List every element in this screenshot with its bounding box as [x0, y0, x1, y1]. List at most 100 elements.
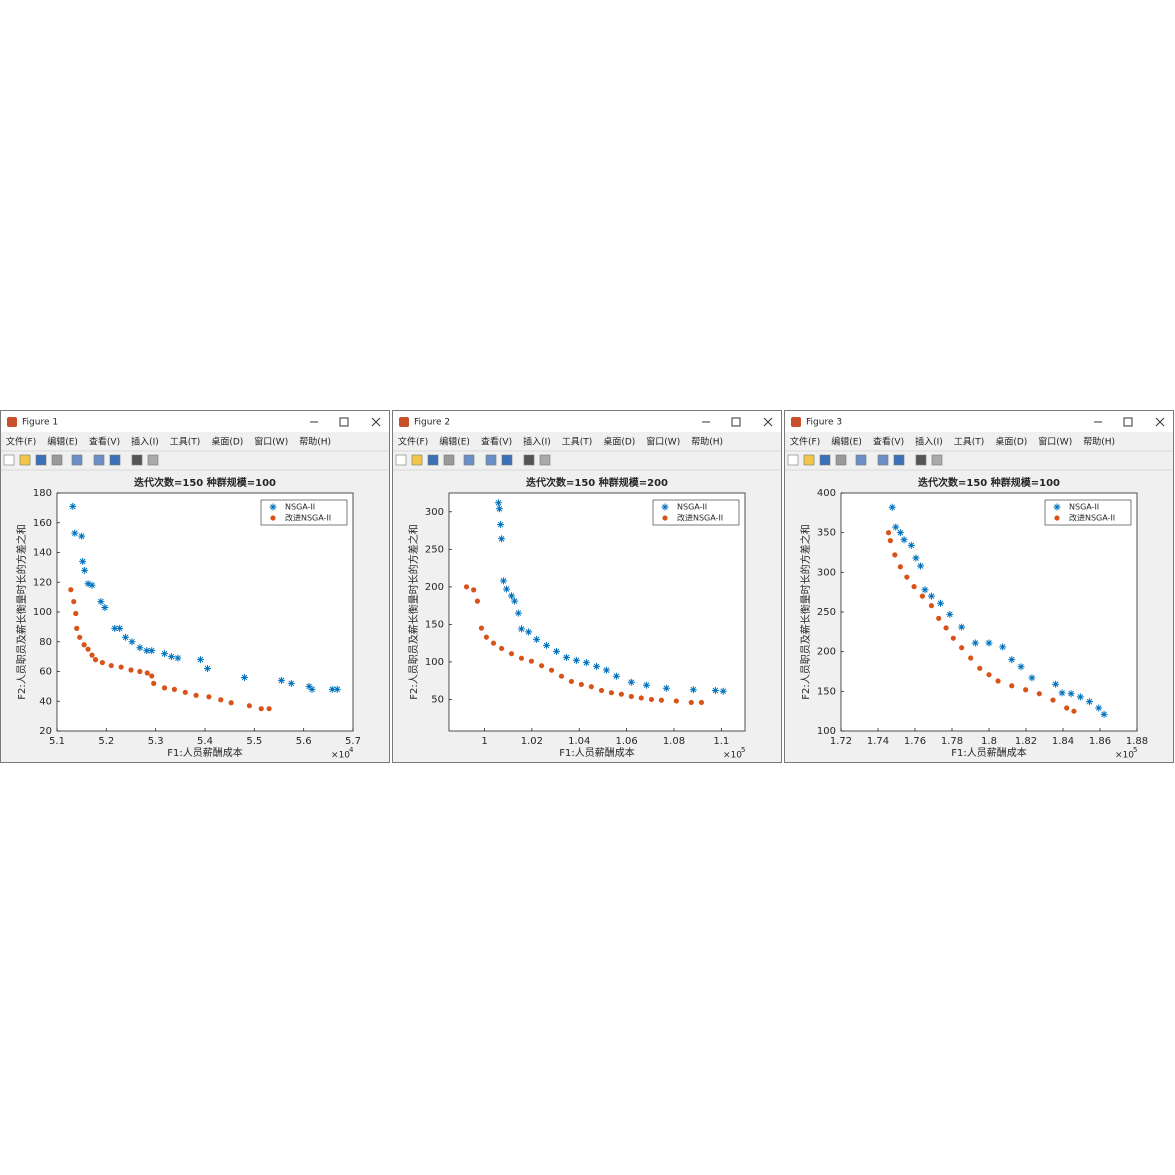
maximize-button[interactable]	[1123, 417, 1133, 427]
toolbar-button[interactable]	[131, 454, 143, 466]
x-axis-label: F1:人员薪酬成本	[167, 746, 242, 759]
menu-item[interactable]: 工具(T)	[562, 437, 593, 448]
data-point	[572, 656, 580, 664]
menu-item[interactable]: 文件(F)	[398, 436, 428, 448]
menu-item[interactable]: 文件(F)	[790, 436, 820, 448]
title-bar	[785, 411, 1173, 432]
data-point	[79, 557, 87, 565]
toolbar-button[interactable]	[35, 454, 47, 466]
data-point	[921, 586, 929, 594]
toolbar-button[interactable]	[411, 454, 423, 466]
maximize-button[interactable]	[339, 417, 349, 427]
toolbar-button[interactable]	[93, 454, 105, 466]
data-point	[598, 687, 605, 694]
data-point	[116, 624, 124, 632]
data-point	[81, 642, 87, 648]
menu-item[interactable]: 查看(V)	[89, 436, 120, 448]
toolbar-button[interactable]	[915, 454, 927, 466]
data-point	[553, 647, 561, 655]
toolbar-button[interactable]	[463, 454, 475, 466]
toolbar-button[interactable]	[855, 454, 867, 466]
data-point	[463, 584, 470, 590]
maximize-button[interactable]	[731, 417, 741, 427]
toolbar-button[interactable]	[19, 454, 31, 466]
menu-item[interactable]: 窗口(W)	[646, 436, 680, 448]
toolbar-button[interactable]	[71, 454, 83, 466]
menu-item[interactable]: 文件(F)	[6, 436, 36, 448]
toolbar-button[interactable]	[427, 454, 439, 466]
x-tick-label: 5.4	[197, 736, 213, 747]
data-point	[1095, 704, 1103, 712]
data-point	[1009, 683, 1015, 689]
data-point	[68, 587, 74, 593]
data-point	[193, 692, 199, 698]
toolbar-button[interactable]	[485, 454, 497, 466]
toolbar-button[interactable]	[3, 454, 15, 466]
data-point	[85, 646, 91, 652]
toolbar-button[interactable]	[501, 454, 513, 466]
toolbar-button[interactable]	[109, 454, 121, 466]
data-point	[1036, 691, 1042, 697]
menu-item[interactable]: 桌面(D)	[995, 436, 1027, 448]
data-point	[612, 672, 620, 680]
toolbar-button[interactable]	[803, 454, 815, 466]
menu-item[interactable]: 编辑(E)	[47, 436, 78, 448]
x-tick-label: 1.72	[830, 736, 852, 747]
toolbar-button[interactable]	[523, 454, 535, 466]
toolbar-button[interactable]	[877, 454, 889, 466]
data-point	[287, 679, 295, 687]
menu-item[interactable]: 插入(I)	[915, 436, 943, 448]
menu-item[interactable]: 编辑(E)	[831, 436, 862, 448]
data-point	[137, 668, 143, 675]
menu-item[interactable]: 插入(I)	[131, 436, 159, 448]
x-exponent-base: ×10	[331, 751, 350, 761]
menu-item[interactable]: 查看(V)	[873, 436, 904, 448]
toolbar-button[interactable]	[395, 454, 407, 466]
toolbar-button[interactable]	[835, 454, 847, 466]
menu-item[interactable]: 工具(T)	[954, 437, 985, 448]
toolbar-button[interactable]	[147, 454, 159, 466]
data-point	[608, 690, 615, 696]
menu-item[interactable]: 编辑(E)	[439, 436, 470, 448]
close-button[interactable]	[1155, 417, 1165, 427]
data-point	[562, 653, 570, 661]
data-point	[99, 659, 105, 666]
y-tick-label: 100	[425, 657, 444, 668]
data-point	[73, 610, 79, 617]
toolbar-button[interactable]	[819, 454, 831, 466]
menu-item[interactable]: 窗口(W)	[254, 436, 288, 448]
menu-item[interactable]: 帮助(H)	[299, 436, 331, 448]
data-point	[950, 635, 956, 641]
data-point	[483, 634, 490, 640]
x-exponent-base: ×10	[723, 751, 742, 761]
data-point	[1076, 693, 1084, 701]
menu-item[interactable]: 窗口(W)	[1038, 436, 1072, 448]
data-point	[494, 499, 502, 507]
toolbar-button[interactable]	[787, 454, 799, 466]
data-point	[308, 685, 316, 693]
menu-item[interactable]: 帮助(H)	[1083, 436, 1115, 448]
menu-item[interactable]: 插入(I)	[523, 436, 551, 448]
data-point	[995, 678, 1001, 684]
toolbar-button[interactable]	[539, 454, 551, 466]
data-point	[528, 658, 535, 664]
data-point	[642, 681, 650, 689]
data-point	[503, 585, 511, 593]
toolbar-button[interactable]	[931, 454, 943, 466]
close-button[interactable]	[371, 417, 381, 427]
app-icon	[399, 417, 409, 427]
x-tick-label: 5.6	[296, 736, 312, 747]
menu-item[interactable]: 桌面(D)	[603, 436, 635, 448]
menu-item[interactable]: 桌面(D)	[211, 436, 243, 448]
menu-item[interactable]: 工具(T)	[170, 437, 201, 448]
close-button[interactable]	[763, 417, 773, 427]
x-tick-label: 1.84	[1052, 736, 1074, 747]
toolbar-button[interactable]	[443, 454, 455, 466]
menu-item[interactable]: 帮助(H)	[691, 436, 723, 448]
data-point	[69, 502, 77, 510]
data-point	[602, 666, 610, 674]
menu-item[interactable]: 查看(V)	[481, 436, 512, 448]
data-point	[517, 625, 525, 633]
toolbar-button[interactable]	[51, 454, 63, 466]
toolbar-button[interactable]	[893, 454, 905, 466]
